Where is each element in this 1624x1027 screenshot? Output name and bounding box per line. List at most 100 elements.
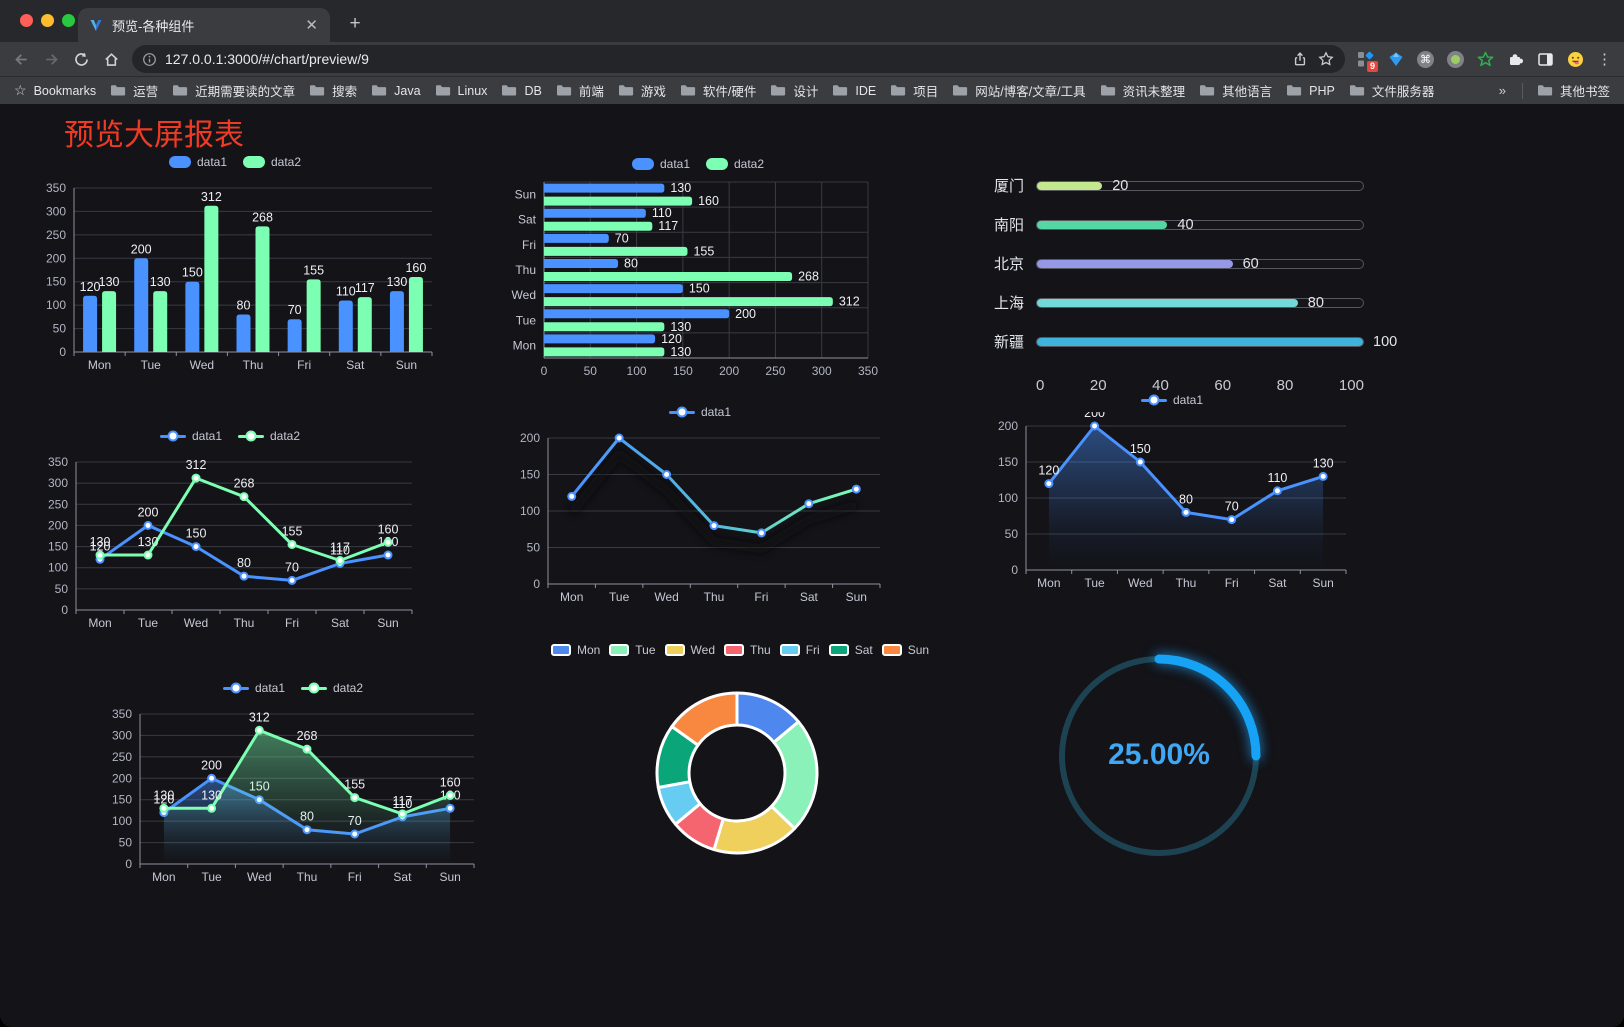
legend-swatch [779,644,800,656]
folder-icon [110,84,126,97]
legend-item[interactable]: data2 [238,429,300,443]
bookmark-folder[interactable]: 搜索 [309,81,357,100]
bookmarks-overflow-chevron[interactable]: » [1498,83,1506,98]
extensions-puzzle-icon[interactable] [1507,51,1524,68]
gradient-line-chart: data1 0 50 100 150 200 Mon Tue Wed Thu Fri Sat Sun [504,400,896,614]
folder-icon [890,84,906,97]
svg-text:100: 100 [627,364,647,378]
bar [544,347,665,357]
bookmarks-manager[interactable]: ☆ Bookmarks [14,82,96,99]
zoom-window-button[interactable] [62,14,75,27]
reload-button[interactable] [72,50,90,68]
bookmark-folder[interactable]: Java [371,84,421,98]
tab-close-icon[interactable]: ✕ [305,16,318,34]
site-info-icon[interactable] [142,52,157,67]
chart-legend: data1 [504,400,896,424]
bookmark-folder[interactable]: 近期需要读的文章 [172,81,295,100]
legend-item[interactable]: data2 [301,681,363,695]
home-button[interactable] [102,50,120,68]
bookmark-folder[interactable]: 文件服务器 [1349,81,1434,100]
menu-kebab-icon[interactable]: ⋮ [1597,51,1612,68]
extension-gem-icon[interactable] [1387,51,1404,68]
legend-swatch [724,644,744,656]
bookmark-label: 其他语言 [1222,85,1273,99]
bookmark-folder[interactable]: 其他语言 [1199,81,1272,100]
svg-text:155: 155 [693,244,714,258]
bookmark-folder[interactable]: DB [501,84,542,98]
bookmark-folder[interactable]: PHP [1286,84,1335,98]
tab-favicon-icon [88,17,104,33]
page-title: 预览大屏报表 [64,119,244,152]
legend-item[interactable]: data1 [222,681,285,695]
svg-text:Sat: Sat [331,616,350,630]
folder-icon [618,84,634,97]
bookmark-label: 软件/硬件 [702,85,757,99]
svg-text:Wed: Wed [190,358,214,372]
legend-item[interactable]: Fri [779,643,820,657]
svg-text:110: 110 [330,543,350,557]
legend-item[interactable]: data1 [159,429,222,443]
legend-label: data1 [254,681,285,695]
svg-text:268: 268 [252,210,273,224]
legend-item[interactable]: data1 [1140,393,1203,407]
legend-item[interactable]: Sun [881,643,929,657]
extension-star-icon[interactable] [1477,51,1494,68]
forward-button[interactable] [42,50,60,68]
bookmark-label: 前端 [578,85,604,99]
pie-slice-Sun[interactable] [670,691,739,747]
chart-legend: data1 data2 [32,424,428,448]
other-bookmarks[interactable]: 其他书签 [1537,81,1610,100]
url-text: 127.0.0.1:3000/#/chart/preview/9 [165,51,369,67]
svg-text:50: 50 [584,364,598,378]
share-icon[interactable] [1291,50,1309,68]
new-tab-button[interactable]: + [349,13,361,34]
minimize-window-button[interactable] [41,14,54,27]
progress-row: 厦门 20 [988,166,1364,205]
extension-emoji-icon[interactable] [1567,51,1584,68]
side-panel-icon[interactable] [1537,51,1554,68]
extension-proxy-icon[interactable]: 9 [1357,51,1378,72]
legend-item[interactable]: data1 [168,155,227,169]
url-bar[interactable]: 127.0.0.1:3000/#/chart/preview/9 [132,45,1345,73]
bookmark-folder[interactable]: 前端 [556,81,604,100]
progress-row: 新疆 100 [988,322,1397,361]
svg-text:Thu: Thu [1176,576,1197,590]
legend-item[interactable]: Tue [609,643,656,657]
close-window-button[interactable] [20,14,33,27]
legend-item[interactable]: data1 [631,157,690,171]
svg-text:Tue: Tue [1084,576,1105,590]
back-button[interactable] [12,50,30,68]
bookmark-folder[interactable]: 项目 [890,81,938,100]
browser-tab[interactable]: 预览-各种组件 ✕ [78,8,330,42]
extension-recorder-icon[interactable] [1447,50,1464,68]
extension-command-icon[interactable]: ⌘ [1417,50,1434,68]
legend-item[interactable]: Thu [724,643,771,657]
svg-text:Sun: Sun [846,590,867,604]
bookmark-folder[interactable]: 软件/硬件 [680,81,756,100]
bookmark-folder[interactable]: 游戏 [618,81,666,100]
bookmark-folder[interactable]: Linux [435,84,487,98]
legend-swatch [301,682,327,694]
bookmark-folder[interactable]: 资讯未整理 [1100,81,1185,100]
bookmark-folder[interactable]: IDE [832,84,876,98]
svg-text:0: 0 [61,603,68,617]
bookmark-folder[interactable]: 网站/博客/文章/工具 [952,81,1086,100]
legend-item[interactable]: data1 [668,405,731,419]
bookmark-star-icon[interactable] [1317,50,1335,68]
bookmark-folder[interactable]: 设计 [770,81,818,100]
folder-icon [309,84,325,97]
bookmarks-list: 运营 近期需要读的文章 搜索 Java Linux DB 前端 游戏 软件/硬件 设计 IDE 项目 网… [110,81,1483,100]
legend-item[interactable]: Mon [550,643,601,657]
legend-item[interactable]: Wed [664,643,715,657]
svg-text:300: 300 [48,476,68,490]
svg-text:350: 350 [858,364,878,378]
legend-item[interactable]: data2 [706,157,764,171]
svg-text:0: 0 [541,364,548,378]
svg-text:80: 80 [237,299,251,313]
legend-label: Mon [576,643,601,657]
bookmark-folder[interactable]: 运营 [110,81,158,100]
legend-swatch [1140,394,1167,406]
legend-item[interactable]: Sat [828,643,873,657]
svg-text:268: 268 [234,477,255,491]
legend-item[interactable]: data2 [243,155,301,169]
